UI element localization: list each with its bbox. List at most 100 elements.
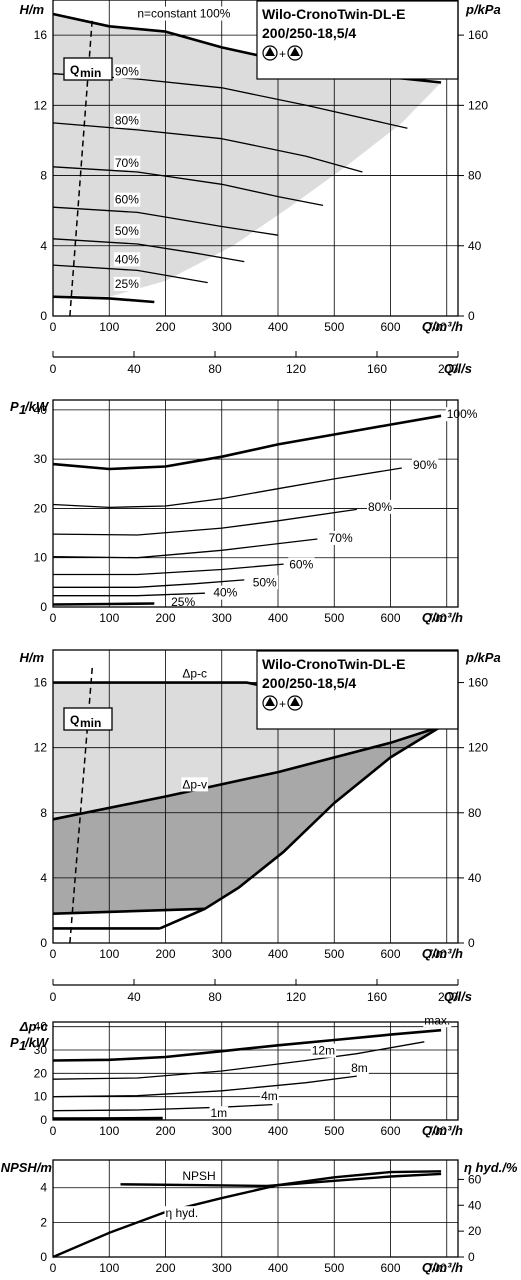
- series-label-bg: [423, 1013, 452, 1028]
- series-line: [52, 264, 208, 284]
- y-axis-title: NPSH/m: [1, 1160, 53, 1175]
- series-label-bg: [327, 530, 354, 545]
- x-tick-label: 0: [50, 1261, 57, 1275]
- series-label: 25%: [171, 595, 195, 609]
- x-tick-label: 500: [324, 1124, 344, 1138]
- y2-axis-title: η hyd./%: [464, 1160, 518, 1175]
- y-tick-label: 40: [34, 1020, 48, 1034]
- plus-symbol: +: [279, 47, 286, 61]
- x2-tick-label: 160: [367, 362, 387, 376]
- y2-tick-label: 20: [468, 1224, 482, 1238]
- series-label: n=constant 100%: [137, 7, 230, 21]
- series-line: [52, 1075, 357, 1098]
- x-tick-label: 500: [324, 947, 344, 961]
- series-line: [52, 602, 155, 606]
- y2-tick-label: 80: [468, 169, 482, 183]
- x-tick-label: 400: [268, 611, 288, 625]
- pump-symbol-icon: [287, 45, 303, 61]
- y-tick-label: 20: [34, 501, 48, 515]
- y2-tick-label: 160: [468, 676, 488, 690]
- x-tick-label: 200: [155, 1261, 175, 1275]
- y-axis-title: H/m: [19, 2, 44, 17]
- y-tick-label: 0: [40, 1113, 47, 1127]
- y-axis-title-unit: /kW: [24, 1035, 50, 1050]
- y2-tick-label: 40: [468, 1198, 482, 1212]
- series-label-bg: [113, 192, 141, 207]
- series-label-bg: [113, 276, 141, 291]
- y2-tick-label: 160: [468, 28, 488, 42]
- series-label-bg: [445, 407, 479, 422]
- series-label: 90%: [413, 458, 437, 472]
- x-axis-title: Q/m³/h: [422, 610, 463, 625]
- x2-tick-label: 120: [286, 990, 306, 1004]
- plus-symbol: +: [279, 697, 286, 711]
- y-tick-label: 2: [40, 1215, 47, 1229]
- y-axis-title-top: Δp-c: [19, 1019, 49, 1034]
- series-label: 70%: [115, 156, 139, 170]
- x2-axis-title: Q/l/s: [444, 989, 472, 1004]
- series-label-bg: [412, 458, 439, 472]
- x-tick-label: 400: [268, 947, 288, 961]
- series-label-bg: [113, 224, 141, 239]
- plot-frame: [52, 1021, 459, 1121]
- x-tick-label: 0: [50, 947, 57, 961]
- qmin-label: Q: [70, 63, 79, 77]
- x2-tick-label: 200: [438, 990, 458, 1004]
- qmin-box: [63, 57, 113, 81]
- series-label-bg: [209, 1106, 229, 1121]
- y-axis-title: P: [10, 1035, 19, 1050]
- x-tick-label: 500: [324, 1261, 344, 1275]
- plot-frame: [52, 399, 459, 608]
- series-line: [52, 907, 205, 915]
- operating-range: [53, 14, 442, 297]
- y-tick-label: 16: [34, 676, 48, 690]
- series-label-bg: [113, 252, 141, 267]
- series-label: 60%: [289, 558, 313, 572]
- series-line: [52, 1041, 425, 1080]
- y-tick-label: 12: [34, 741, 48, 755]
- series-label: Δp-v: [182, 777, 207, 791]
- series-label: 1m: [211, 1106, 228, 1120]
- series-label-bg: [136, 6, 232, 21]
- x-tick-label: 100: [99, 1261, 119, 1275]
- y2-tick-label: 60: [468, 1172, 482, 1186]
- x-tick-label: 400: [268, 1261, 288, 1275]
- series-line: [52, 206, 279, 236]
- y2-tick-label: 0: [468, 936, 475, 950]
- series-label: 80%: [115, 114, 139, 128]
- x-tick-label: 600: [380, 320, 400, 334]
- pump-triangle: [290, 697, 300, 706]
- y2-tick-label: 120: [468, 98, 488, 112]
- series-label-bg: [310, 1043, 337, 1058]
- x2-tick-label: 40: [127, 362, 141, 376]
- x-tick-label: 300: [212, 320, 232, 334]
- y-axis-title: H/m: [19, 650, 44, 665]
- dark-region: [53, 726, 442, 914]
- x2-tick-label: 0: [50, 990, 57, 1004]
- pump-symbol-icon: [262, 45, 278, 61]
- x-tick-label: 400: [268, 1124, 288, 1138]
- series-label-bg: [181, 777, 209, 792]
- series-label-bg: [181, 666, 209, 681]
- y2-tick-label: 0: [468, 309, 475, 323]
- series-label: 60%: [115, 193, 139, 207]
- series-line: [52, 538, 318, 559]
- series-label: 4m: [261, 1089, 278, 1103]
- series-line: [52, 1103, 273, 1112]
- series-label: 25%: [115, 277, 139, 291]
- series-line: [52, 166, 324, 207]
- x-tick-label: 0: [50, 1124, 57, 1138]
- pump-triangle: [265, 697, 275, 706]
- x-tick-label: 100: [99, 1124, 119, 1138]
- series-label-bg: [181, 1168, 217, 1183]
- pump-triangle: [265, 47, 275, 56]
- y2-tick-label: 0: [468, 1250, 475, 1264]
- y-tick-label: 0: [40, 309, 47, 323]
- series-label-bg: [350, 1061, 369, 1076]
- x-tick-label: 300: [212, 1124, 232, 1138]
- series-line: [53, 563, 284, 576]
